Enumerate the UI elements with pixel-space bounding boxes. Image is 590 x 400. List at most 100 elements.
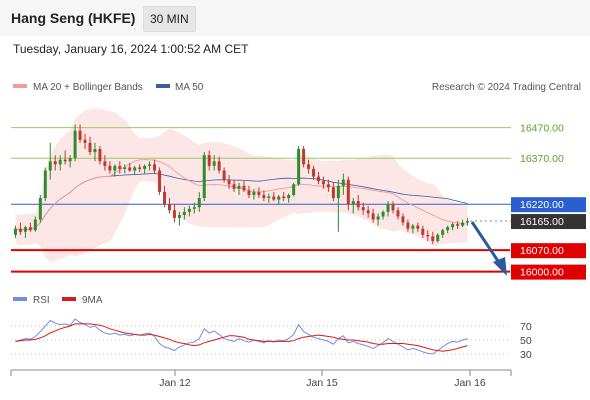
candle-body (317, 176, 320, 182)
candle-body (287, 195, 291, 199)
candle-body (326, 184, 330, 188)
candle-body (312, 168, 316, 177)
candle-body (227, 179, 231, 185)
level-label: 16165.00 (520, 216, 564, 228)
rsi-legend-swatch (13, 297, 27, 301)
candle-body (237, 185, 241, 189)
chart-header: Hang Seng (HKFE) 30 MIN (0, 0, 590, 36)
candle-body (381, 211, 385, 217)
candle-body (331, 187, 335, 199)
candle-body (192, 207, 196, 209)
x-tick-label: Jan 15 (306, 377, 338, 389)
level-tag (511, 197, 586, 213)
candle-body (371, 213, 375, 220)
candle-body (212, 161, 216, 166)
candle-body (252, 191, 256, 195)
candle-body (88, 142, 92, 153)
candle-body (297, 149, 301, 185)
candle-body (267, 196, 271, 199)
ma20-legend-swatch (13, 84, 27, 88)
ma9-line (15, 323, 468, 352)
candle-body (202, 155, 206, 199)
candle-body (321, 181, 325, 185)
level-label: 16370.00 (520, 153, 564, 165)
candle-body (33, 219, 37, 231)
candle-body (123, 167, 127, 169)
candle-body (346, 179, 350, 205)
level-tag (511, 214, 586, 230)
bollinger-bands (15, 108, 468, 262)
candle-body (257, 191, 261, 195)
candle-body (446, 227, 450, 231)
candle-body (356, 201, 360, 208)
timeframe-button[interactable]: 30 MIN (143, 6, 196, 32)
candle-body (197, 198, 201, 208)
x-tick-label: Jan 12 (159, 377, 191, 389)
candle-body (391, 204, 395, 211)
candle-body (53, 161, 57, 165)
candle-body (143, 165, 147, 169)
candle-body (411, 225, 415, 229)
level-tag (511, 243, 586, 259)
candle-body (43, 170, 47, 199)
candle-body (177, 214, 181, 218)
instrument-title: Hang Seng (HKFE) (11, 10, 136, 26)
candle-body (416, 225, 420, 229)
candle-body (182, 211, 186, 215)
candle-body (421, 228, 425, 235)
candle-body (302, 149, 306, 165)
candle-body (207, 155, 211, 166)
candle-body (133, 167, 137, 171)
rsi-tick-label: 50 (520, 335, 532, 347)
ma9-legend-swatch (62, 297, 76, 301)
candle-body (38, 198, 42, 220)
level-tag (511, 264, 586, 280)
level-label: 16000.00 (520, 267, 564, 279)
candle-body (18, 228, 22, 232)
chart-datetime: Tuesday, January 16, 2024 1:00:52 AM CET (13, 42, 249, 56)
level-label: 16070.00 (520, 245, 564, 257)
candle-body (158, 170, 162, 192)
candle-body (436, 234, 440, 241)
candle-body (163, 191, 166, 205)
candle-body (386, 204, 390, 212)
candle-body (361, 207, 365, 211)
credit-text: Research © 2024 Trading Central (432, 82, 581, 93)
candle-body (456, 224, 460, 226)
ma50-legend-swatch (156, 84, 170, 88)
candle-body (406, 222, 410, 229)
candle-body (68, 158, 72, 162)
rsi-tick-label: 30 (520, 349, 532, 361)
candle-body (98, 149, 102, 162)
candle-body (108, 165, 112, 171)
candle-body (113, 165, 117, 171)
candle-body (78, 130, 82, 140)
candle-body (58, 159, 62, 165)
rsi-legend-label: RSI (33, 295, 50, 306)
candle-body (153, 164, 157, 171)
candle-body (118, 165, 122, 169)
candle-body (187, 208, 191, 212)
rsi-panel: 70 50 30 (11, 318, 532, 361)
candle-body (466, 221, 470, 223)
candle-body (277, 196, 281, 200)
candle-body (167, 204, 171, 211)
candle-body (247, 190, 251, 195)
candle-body (63, 159, 67, 162)
candle-body (83, 139, 87, 143)
candle-body (103, 161, 107, 166)
candle-body (292, 184, 296, 195)
candle-body (93, 149, 97, 153)
candle-body (272, 196, 276, 200)
candle-body (242, 185, 246, 191)
bollinger-band-area (15, 108, 468, 262)
candle-body (23, 227, 27, 232)
ma50-legend-label: MA 50 (175, 82, 204, 93)
candle-body (431, 236, 435, 241)
price-levels: 16470.00 16370.00 16220.00 16165.00 16070.00… (11, 123, 586, 280)
candle-body (232, 184, 236, 189)
candle-body (128, 167, 132, 171)
ma20-line (15, 159, 468, 231)
candle-body (222, 170, 226, 180)
